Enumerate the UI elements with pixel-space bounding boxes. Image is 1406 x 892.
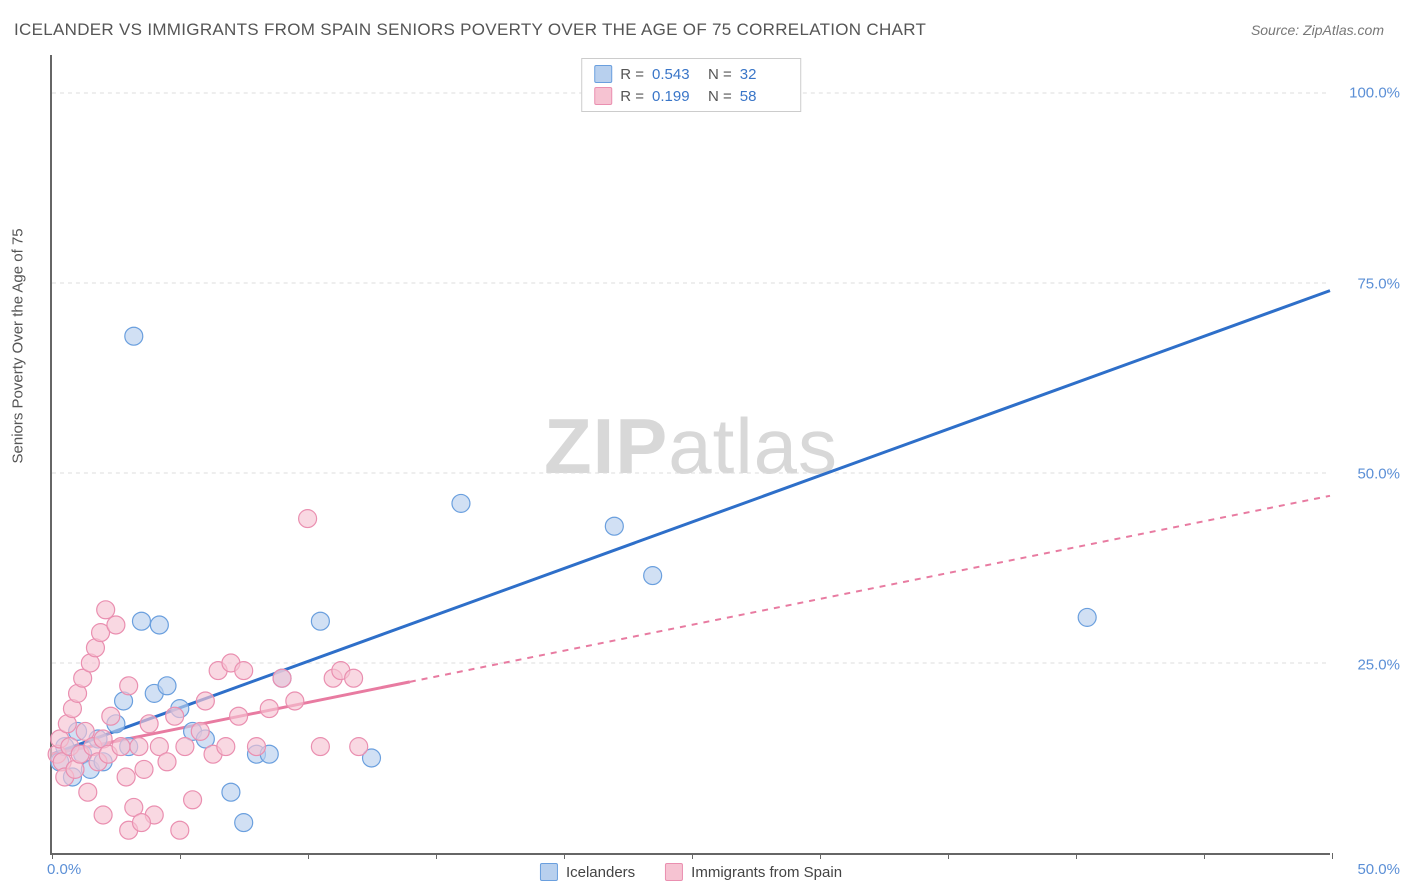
x-tick: [948, 853, 949, 859]
n-label: N =: [708, 66, 732, 83]
scatter-point: [102, 707, 120, 725]
scatter-point: [605, 517, 623, 535]
n-value-2: 58: [740, 88, 788, 105]
scatter-point: [112, 738, 130, 756]
y-tick-label: 50.0%: [1357, 466, 1400, 483]
legend-stats-swatch-1: [594, 65, 612, 83]
x-tick: [1332, 853, 1333, 859]
scatter-point: [311, 612, 329, 630]
x-tick: [820, 853, 821, 859]
scatter-point: [184, 791, 202, 809]
chart-title: ICELANDER VS IMMIGRANTS FROM SPAIN SENIO…: [14, 20, 926, 40]
scatter-point: [222, 783, 240, 801]
scatter-point: [452, 494, 470, 512]
y-tick-label: 100.0%: [1349, 85, 1400, 102]
scatter-point: [286, 692, 304, 710]
y-tick-label: 25.0%: [1357, 656, 1400, 673]
legend-stats-row-2: R = 0.199 N = 58: [594, 85, 788, 107]
n-label: N =: [708, 88, 732, 105]
scatter-point: [97, 601, 115, 619]
legend-stats-box: R = 0.543 N = 32 R = 0.199 N = 58: [581, 58, 801, 112]
scatter-point: [94, 806, 112, 824]
scatter-point: [260, 700, 278, 718]
x-max-label: 50.0%: [1357, 861, 1400, 878]
x-tick: [52, 853, 53, 859]
scatter-point: [644, 567, 662, 585]
scatter-point: [120, 677, 138, 695]
scatter-point: [132, 612, 150, 630]
r-label: R =: [620, 66, 644, 83]
scatter-point: [345, 669, 363, 687]
r-label: R =: [620, 88, 644, 105]
legend-swatch-2: [665, 863, 683, 881]
n-value-1: 32: [740, 66, 788, 83]
x-tick: [436, 853, 437, 859]
scatter-point: [217, 738, 235, 756]
scatter-point: [176, 738, 194, 756]
x-tick: [308, 853, 309, 859]
legend-stats-swatch-2: [594, 87, 612, 105]
source-label: Source: ZipAtlas.com: [1251, 22, 1384, 38]
scatter-point: [117, 768, 135, 786]
scatter-point: [299, 510, 317, 528]
scatter-point: [235, 662, 253, 680]
legend-label-2: Immigrants from Spain: [691, 864, 842, 881]
scatter-point: [311, 738, 329, 756]
legend-stats-row-1: R = 0.543 N = 32: [594, 63, 788, 85]
scatter-point: [132, 814, 150, 832]
scatter-point: [125, 327, 143, 345]
scatter-point: [171, 821, 189, 839]
legend-label-1: Icelanders: [566, 864, 635, 881]
legend-bottom: Icelanders Immigrants from Spain: [540, 863, 842, 881]
scatter-point: [135, 760, 153, 778]
y-tick-label: 75.0%: [1357, 275, 1400, 292]
r-value-2: 0.199: [652, 88, 700, 105]
plot-svg: [52, 55, 1330, 853]
scatter-point: [1078, 608, 1096, 626]
scatter-point: [166, 707, 184, 725]
scatter-point: [158, 753, 176, 771]
scatter-point: [235, 814, 253, 832]
legend-item-1: Icelanders: [540, 863, 635, 881]
plot-area: ZIPatlas 25.0%50.0%75.0%100.0% 0.0% 50.0…: [50, 55, 1330, 855]
r-value-1: 0.543: [652, 66, 700, 83]
x-tick: [1204, 853, 1205, 859]
scatter-point: [196, 692, 214, 710]
y-axis-title: Seniors Poverty Over the Age of 75: [10, 228, 27, 463]
scatter-point: [107, 616, 125, 634]
x-tick: [1076, 853, 1077, 859]
chart-container: ICELANDER VS IMMIGRANTS FROM SPAIN SENIO…: [0, 0, 1406, 892]
scatter-point: [140, 715, 158, 733]
scatter-point: [247, 738, 265, 756]
legend-item-2: Immigrants from Spain: [665, 863, 842, 881]
x-origin-label: 0.0%: [47, 861, 81, 878]
legend-swatch-1: [540, 863, 558, 881]
scatter-point: [150, 616, 168, 634]
scatter-point: [230, 707, 248, 725]
scatter-point: [79, 783, 97, 801]
scatter-point: [350, 738, 368, 756]
x-tick: [692, 853, 693, 859]
x-tick: [564, 853, 565, 859]
scatter-point: [273, 669, 291, 687]
scatter-point: [130, 738, 148, 756]
scatter-point: [158, 677, 176, 695]
scatter-point: [191, 722, 209, 740]
x-tick: [180, 853, 181, 859]
